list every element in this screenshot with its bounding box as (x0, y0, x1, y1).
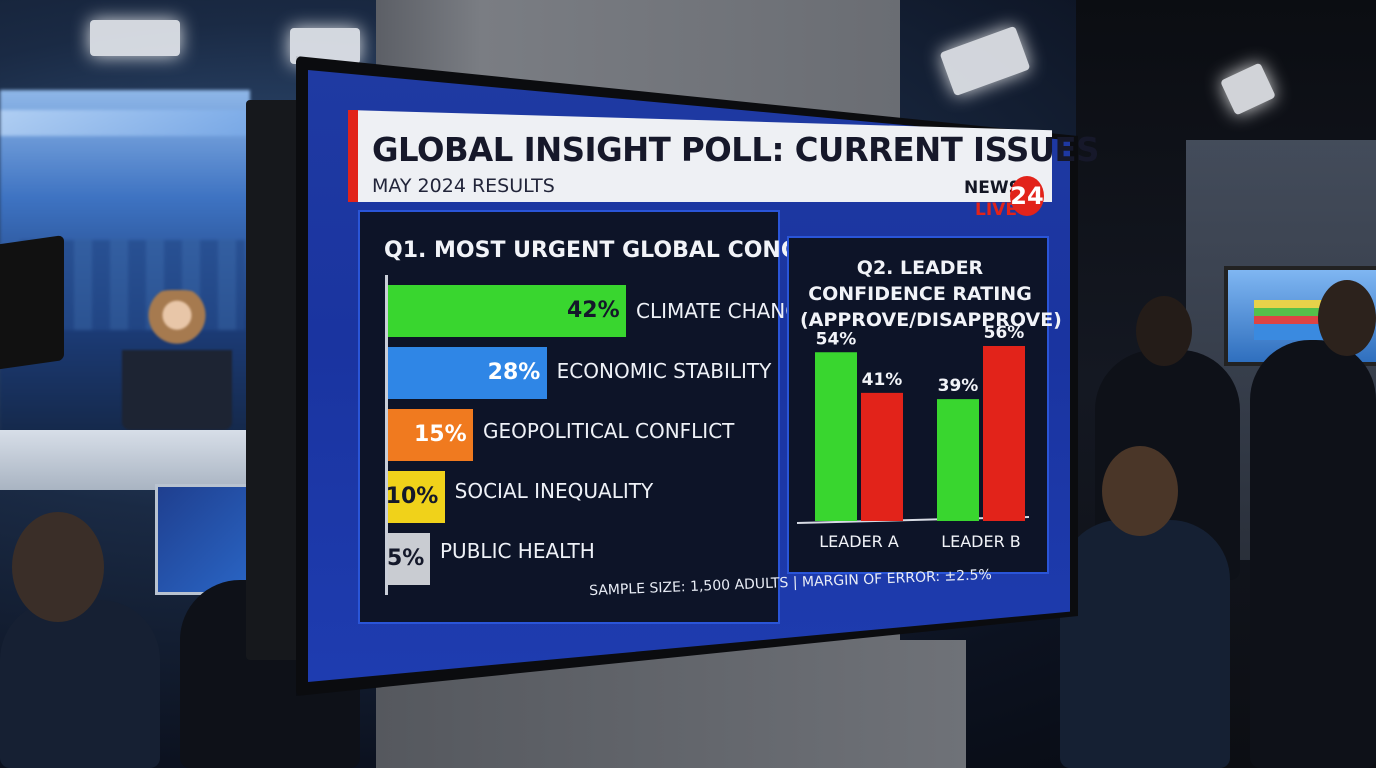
crew-person-head (1102, 446, 1178, 536)
q2-bar-chart: 54% 41% LEADER A 39% 56% LEADER B (796, 323, 1030, 551)
studio-light-strip (0, 110, 250, 136)
logo-live-text: LIVE (975, 200, 1017, 220)
q1-bar-value: 15% (414, 422, 467, 447)
q1-bar-label: GEOPOLITICAL CONFLICT (483, 419, 735, 443)
crew-person (1060, 520, 1230, 768)
q2-bar (937, 399, 979, 521)
q1-bar-value: 5% (387, 546, 425, 571)
title-banner-accent (348, 110, 358, 202)
q2-bar (983, 346, 1025, 521)
q1-bar (388, 285, 626, 337)
poll-title: GLOBAL INSIGHT POLL: CURRENT ISSUES (372, 130, 1099, 169)
spotlight (939, 25, 1031, 97)
q1-bar-value: 10% (385, 484, 439, 509)
q1-bar-label: ECONOMIC STABILITY (556, 359, 772, 383)
q2-bar (861, 392, 903, 521)
news-anchor (122, 290, 232, 430)
q1-bar-label: PUBLIC HEALTH (440, 539, 595, 563)
q1-bar (388, 409, 473, 461)
q2-bar-value: 54% (816, 329, 857, 349)
ceiling-light (90, 20, 180, 56)
q2-title: Q2. LEADER CONFIDENCE RATING (APPROVE/DI… (800, 257, 1062, 331)
anchor-desk (0, 430, 250, 490)
q1-bar-label: SOCIAL INEQUALITY (454, 479, 654, 503)
background-monitor-bars (1254, 300, 1324, 340)
q2-bar-value: 56% (984, 323, 1025, 343)
q1-axis (385, 275, 388, 595)
audience-person-head (12, 512, 104, 622)
q1-bar (388, 347, 547, 399)
q1-bar-value: 28% (487, 360, 541, 385)
q2-bar-value: 39% (938, 376, 979, 396)
q2-bar (815, 352, 857, 521)
q2-bar-value: 41% (862, 370, 903, 390)
q1-bar (388, 533, 430, 585)
q2-category-label: LEADER A (819, 532, 899, 551)
teleprompter (0, 235, 64, 370)
q1-bar (388, 471, 445, 523)
logo-news-text: NEWS (964, 178, 1021, 198)
logo-number: 24 (1010, 182, 1044, 210)
q1-bar-label: CLIMATE CHANGE (636, 299, 814, 323)
q2-category-label: LEADER B (941, 532, 1021, 551)
crew-person-head (1136, 296, 1192, 366)
logo-number-badge: 24 (1010, 176, 1044, 216)
desk-screen (155, 484, 256, 595)
camera-operator (1250, 340, 1376, 768)
poll-subtitle: MAY 2024 RESULTS (372, 175, 555, 197)
q1-title: Q1. MOST URGENT GLOBAL CONCERN? (384, 238, 861, 263)
q1-bar-value: 42% (567, 298, 620, 323)
audience-person (0, 600, 160, 768)
camera-operator-head (1318, 280, 1376, 356)
